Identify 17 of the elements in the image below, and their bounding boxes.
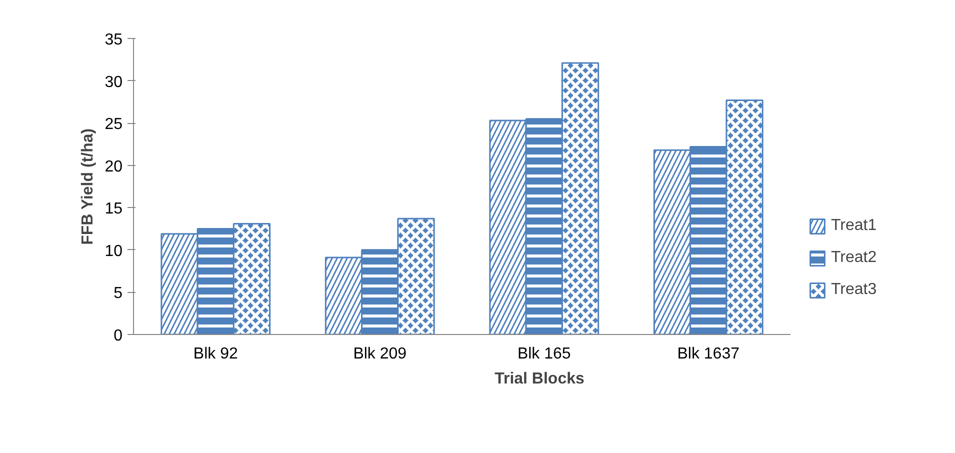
x-tick-label: Blk 165 — [517, 346, 571, 362]
y-tick-label: 25 — [104, 116, 123, 134]
legend-label: Treat2 — [831, 249, 877, 267]
y-tick-label: 0 — [114, 328, 123, 344]
x-tick-label: Blk 1637 — [677, 346, 740, 362]
y-tick-label: 30 — [104, 74, 123, 91]
x-tick-label: Blk 209 — [353, 346, 407, 362]
y-axis-title: FFB Yield (t/ha) — [80, 128, 97, 245]
x-tick-label: Blk 92 — [193, 346, 238, 362]
legend-label: Treat1 — [831, 217, 877, 235]
y-tick-label: 15 — [104, 200, 123, 218]
y-tick-label: 35 — [104, 32, 123, 48]
y-tick-label: 20 — [104, 158, 123, 176]
x-axis-title: Trial Blocks — [494, 370, 585, 388]
y-tick-label: 5 — [114, 285, 123, 302]
legend-label: Treat3 — [831, 281, 877, 299]
y-tick-label: 10 — [104, 242, 123, 260]
